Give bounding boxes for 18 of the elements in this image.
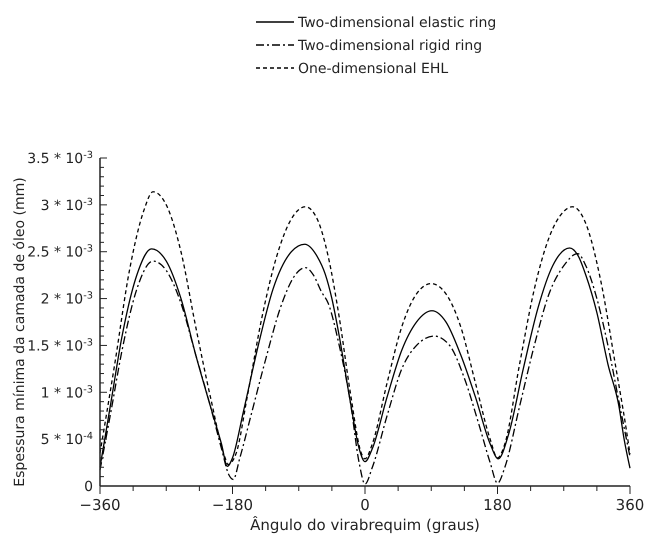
- x-tick-label: 360: [616, 496, 644, 514]
- y-tick-label: 2 * 10$^{-3}$: [40, 290, 93, 308]
- x-axis-title: Ângulo do virabrequim (graus): [250, 516, 480, 534]
- y-axis-title: Espessura mínima da camada de óleo (mm): [12, 177, 28, 487]
- y-tick-label: 0: [84, 479, 93, 495]
- y-tick-label: 5 * 10$^{-4}$: [40, 430, 93, 448]
- y-tick-label: 1 * 10$^{-3}$: [40, 384, 93, 402]
- y-tick-label: 3 * 10$^{-3}$: [40, 196, 93, 214]
- x-tick-label: 0: [360, 496, 370, 514]
- x-tick-label: −360: [79, 496, 121, 514]
- y-tick-label: 1.5 * 10$^{-3}$: [27, 336, 93, 354]
- x-tick-label: 180: [483, 496, 512, 514]
- legend-label: Two-dimensional elastic ring: [297, 15, 496, 31]
- x-tick-label: −180: [212, 496, 254, 514]
- legend-label: Two-dimensional rigid ring: [297, 38, 482, 54]
- legend-label: One-dimensional EHL: [298, 61, 448, 77]
- y-tick-label: 3.5 * 10$^{-3}$: [27, 150, 93, 167]
- y-tick-label: 2.5 * 10$^{-3}$: [27, 243, 93, 261]
